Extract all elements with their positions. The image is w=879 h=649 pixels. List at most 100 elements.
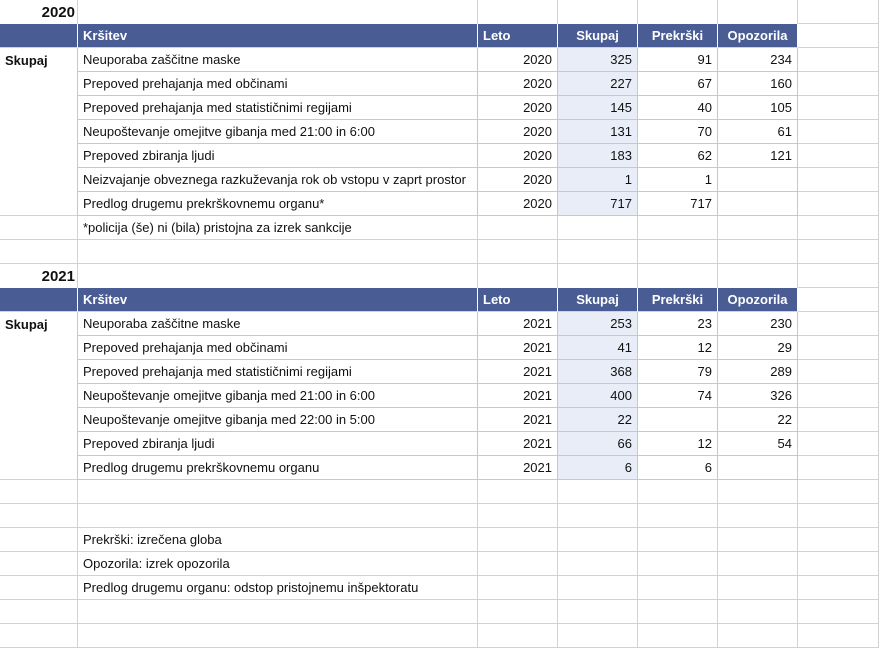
row-header-skupaj[interactable]: Skupaj [0,312,78,336]
empty-cell[interactable] [718,528,798,552]
cell-krsitev[interactable]: Neuporaba zaščitne maske [78,48,478,72]
empty-cell[interactable] [0,360,78,384]
cell-skupaj[interactable]: 22 [558,408,638,432]
cell-prekrski[interactable]: 12 [638,432,718,456]
column-header-leto[interactable]: Leto [478,288,558,312]
empty-cell[interactable] [0,384,78,408]
cell-krsitev[interactable]: Neupoštevanje omejitve gibanja med 21:00… [78,120,478,144]
empty-cell[interactable] [0,432,78,456]
cell-leto[interactable]: 2021 [478,432,558,456]
note-cell[interactable]: Predlog drugemu organu: odstop pristojne… [78,576,478,600]
cell-krsitev[interactable]: Predlog drugemu prekrškovnemu organu [78,456,478,480]
empty-cell[interactable] [798,264,879,288]
cell-krsitev[interactable]: Prepoved zbiranja ljudi [78,432,478,456]
cell-prekrski[interactable]: 1 [638,168,718,192]
empty-cell[interactable] [558,0,638,24]
empty-cell[interactable] [558,624,638,648]
column-header-skupaj[interactable]: Skupaj [558,288,638,312]
cell-leto[interactable]: 2020 [478,120,558,144]
header-corner-cell[interactable] [0,288,78,312]
cell-prekrski[interactable]: 717 [638,192,718,216]
year-title-cell[interactable]: 2021 [0,264,78,288]
empty-cell[interactable] [478,216,558,240]
cell-opozorila[interactable]: 61 [718,120,798,144]
cell-leto[interactable]: 2020 [478,192,558,216]
cell-opozorila[interactable]: 29 [718,336,798,360]
empty-cell[interactable] [0,408,78,432]
cell-krsitev[interactable]: Prepoved prehajanja med občinami [78,72,478,96]
cell-skupaj[interactable]: 368 [558,360,638,384]
cell-krsitev[interactable]: Neupoštevanje omejitve gibanja med 21:00… [78,384,478,408]
cell-opozorila[interactable]: 234 [718,48,798,72]
empty-cell[interactable] [478,528,558,552]
empty-cell[interactable] [0,192,78,216]
empty-cell[interactable] [798,0,879,24]
cell-skupaj[interactable]: 183 [558,144,638,168]
empty-cell[interactable] [0,144,78,168]
empty-cell[interactable] [638,576,718,600]
empty-cell[interactable] [0,552,78,576]
empty-cell[interactable] [78,504,478,528]
empty-cell[interactable] [718,624,798,648]
footnote-cell[interactable]: *policija (še) ni (bila) pristojna za iz… [78,216,478,240]
cell-skupaj[interactable]: 41 [558,336,638,360]
empty-cell[interactable] [0,576,78,600]
cell-opozorila[interactable]: 289 [718,360,798,384]
column-header-leto[interactable]: Leto [478,24,558,48]
empty-cell[interactable] [798,168,879,192]
cell-prekrski[interactable]: 74 [638,384,718,408]
cell-skupaj[interactable]: 66 [558,432,638,456]
cell-leto[interactable]: 2021 [478,312,558,336]
cell-prekrski[interactable]: 23 [638,312,718,336]
cell-leto[interactable]: 2021 [478,360,558,384]
empty-cell[interactable] [638,600,718,624]
column-header-prekrski[interactable]: Prekrški [638,24,718,48]
empty-cell[interactable] [638,480,718,504]
cell-prekrski[interactable]: 6 [638,456,718,480]
empty-cell[interactable] [638,624,718,648]
column-header-opozorila[interactable]: Opozorila [718,24,798,48]
empty-cell[interactable] [0,624,78,648]
empty-cell[interactable] [638,504,718,528]
cell-skupaj[interactable]: 145 [558,96,638,120]
empty-cell[interactable] [718,504,798,528]
empty-cell[interactable] [478,0,558,24]
cell-skupaj[interactable]: 131 [558,120,638,144]
empty-cell[interactable] [798,480,879,504]
cell-skupaj[interactable]: 325 [558,48,638,72]
cell-prekrski[interactable]: 70 [638,120,718,144]
cell-opozorila[interactable]: 22 [718,408,798,432]
empty-cell[interactable] [718,480,798,504]
empty-cell[interactable] [798,528,879,552]
empty-cell[interactable] [798,552,879,576]
row-header-skupaj[interactable]: Skupaj [0,48,78,72]
column-header-prekrski[interactable]: Prekrški [638,288,718,312]
empty-cell[interactable] [798,600,879,624]
cell-opozorila[interactable]: 105 [718,96,798,120]
year-title-cell[interactable]: 2020 [0,0,78,24]
empty-cell[interactable] [718,216,798,240]
cell-krsitev[interactable]: Neizvajanje obveznega razkuževanja rok o… [78,168,478,192]
empty-cell[interactable] [798,624,879,648]
empty-cell[interactable] [798,48,879,72]
cell-prekrski[interactable]: 12 [638,336,718,360]
empty-cell[interactable] [478,264,558,288]
empty-cell[interactable] [0,96,78,120]
empty-cell[interactable] [0,120,78,144]
empty-cell[interactable] [0,480,78,504]
cell-skupaj[interactable]: 6 [558,456,638,480]
cell-opozorila[interactable]: 54 [718,432,798,456]
cell-krsitev[interactable]: Neupoštevanje omejitve gibanja med 22:00… [78,408,478,432]
cell-leto[interactable]: 2020 [478,96,558,120]
empty-cell[interactable] [0,216,78,240]
cell-leto[interactable]: 2020 [478,72,558,96]
empty-cell[interactable] [798,240,879,264]
empty-cell[interactable] [558,576,638,600]
cell-krsitev[interactable]: Prepoved prehajanja med občinami [78,336,478,360]
empty-cell[interactable] [718,240,798,264]
empty-cell[interactable] [558,528,638,552]
cell-opozorila[interactable]: 160 [718,72,798,96]
empty-cell[interactable] [798,216,879,240]
empty-cell[interactable] [798,24,879,48]
empty-cell[interactable] [558,216,638,240]
